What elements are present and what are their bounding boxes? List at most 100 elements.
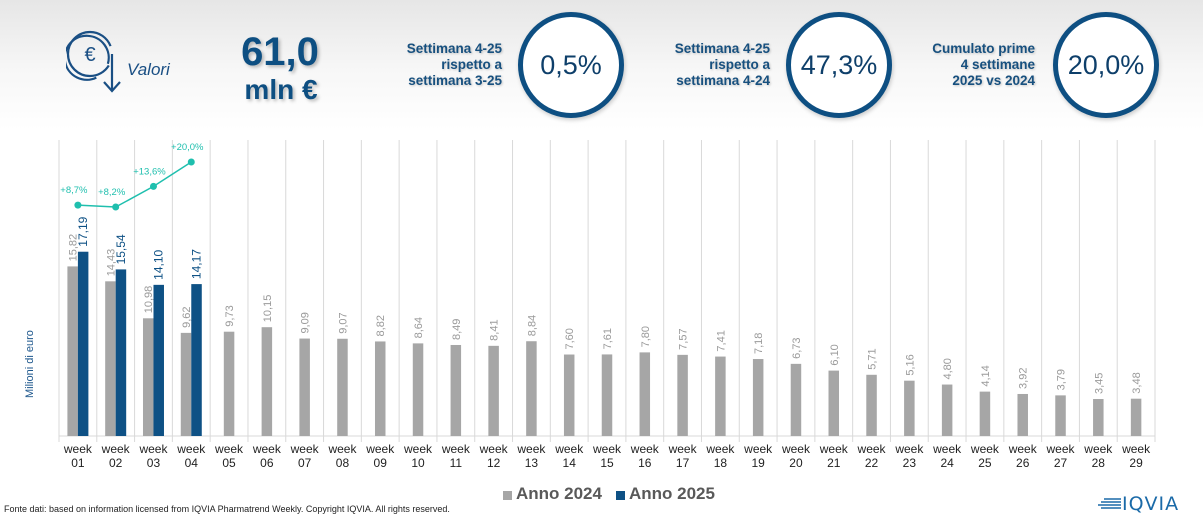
iqvia-logo: IQVIA xyxy=(1098,493,1179,515)
x-tick-label: week xyxy=(290,442,320,456)
legend-swatch-2025 xyxy=(615,491,625,500)
data-label-2024: 14,43 xyxy=(105,249,117,277)
x-tick-label: 13 xyxy=(525,456,539,470)
data-label-2024: 10,15 xyxy=(262,295,274,323)
x-tick-label: week xyxy=(819,442,849,456)
bar-2024 xyxy=(904,380,915,436)
bar-2024 xyxy=(1017,393,1028,436)
bar-2024 xyxy=(677,354,688,436)
data-label-2024: 9,73 xyxy=(224,305,236,326)
data-label-2024: 3,92 xyxy=(1018,368,1030,389)
x-tick-label: 15 xyxy=(600,456,614,470)
x-tick-label: 05 xyxy=(222,456,236,470)
bar-2024 xyxy=(299,338,310,436)
x-tick-label: 26 xyxy=(1016,456,1030,470)
bar-2024 xyxy=(941,384,953,436)
x-tick-label: 28 xyxy=(1092,456,1106,470)
bar-2025 xyxy=(191,284,202,436)
growth-point xyxy=(112,203,120,211)
data-label-2024: 8,82 xyxy=(375,315,387,336)
data-label-2024: 7,57 xyxy=(678,328,690,349)
x-tick-label: 09 xyxy=(374,456,388,470)
x-tick-label: week xyxy=(743,442,773,456)
x-tick-label: week xyxy=(63,442,93,456)
x-tick-label: week xyxy=(630,442,660,456)
x-tick-label: week xyxy=(781,442,811,456)
data-label-2024: 6,73 xyxy=(791,337,803,358)
data-label-2024: 3,45 xyxy=(1093,373,1105,394)
data-label-2025: 14,10 xyxy=(152,249,166,279)
bar-2024 xyxy=(790,363,802,436)
bar-2024 xyxy=(563,354,575,436)
x-tick-label: week xyxy=(516,442,546,456)
data-label-2025: 17,19 xyxy=(76,216,90,246)
data-label-2024: 7,60 xyxy=(564,328,576,349)
stat-value: 0,5% xyxy=(540,49,602,80)
bar-2024 xyxy=(374,341,386,436)
x-tick-label: 11 xyxy=(450,456,463,470)
data-label-2024: 8,49 xyxy=(451,319,463,340)
x-tick-label: 02 xyxy=(109,456,123,470)
x-tick-label: week xyxy=(592,442,622,456)
stat-label-line: settimana 4-24 xyxy=(676,73,770,88)
weekly-sales-chart: 15,8217,19week0114,4315,54week0210,9814,… xyxy=(58,140,1156,470)
growth-line xyxy=(77,161,192,208)
x-tick-label: week xyxy=(176,442,206,456)
x-tick-label: week xyxy=(101,442,131,456)
bar-2024 xyxy=(488,345,499,436)
source-footnote: Fonte dati: based on information license… xyxy=(4,504,450,514)
euro-down-arrow-icon: € xyxy=(63,30,128,96)
stat-label-weekly-change: Settimana 4-25 rispetto a settimana 3-25 xyxy=(390,41,502,89)
x-tick-label: 24 xyxy=(940,456,954,470)
svg-text:€: € xyxy=(84,44,95,66)
stat-label-line: Settimana 4-25 xyxy=(674,41,770,56)
data-label-2024: 10,98 xyxy=(143,286,155,314)
legend-item-2024: Anno 2024 xyxy=(503,484,602,504)
x-tick-label: week xyxy=(403,442,433,456)
x-tick-label: week xyxy=(441,442,471,456)
stat-circle-yoy-week: 47,3% xyxy=(786,12,892,118)
bar-2024 xyxy=(979,391,991,436)
x-tick-label: 23 xyxy=(903,456,917,470)
bar-2024 xyxy=(1130,398,1142,436)
bar-2024 xyxy=(752,359,764,436)
x-tick-label: 03 xyxy=(147,456,161,470)
x-tick-label: week xyxy=(1121,442,1151,456)
x-tick-label: 20 xyxy=(789,456,803,470)
growth-label: +20,0% xyxy=(171,142,204,153)
bar-2024 xyxy=(828,370,840,436)
x-tick-label: 08 xyxy=(336,456,350,470)
stat-label-yoy-week: Settimana 4-25 rispetto a settimana 4-24 xyxy=(658,41,770,89)
data-label-2024: 7,41 xyxy=(715,330,727,351)
legend-label-2024: Anno 2024 xyxy=(516,484,602,503)
x-tick-label: 17 xyxy=(676,456,690,470)
bar-2024 xyxy=(526,341,537,436)
stat-value: 20,0% xyxy=(1067,49,1145,80)
x-tick-label: week xyxy=(252,442,282,456)
bar-2024 xyxy=(180,332,192,436)
growth-label: +13,6% xyxy=(133,166,166,177)
x-tick-label: 14 xyxy=(563,456,577,470)
data-label-2024: 9,09 xyxy=(300,312,312,333)
data-label-2024: 5,16 xyxy=(904,354,916,375)
bar-2024 xyxy=(261,327,273,436)
x-tick-label: week xyxy=(705,442,735,456)
iqvia-logo-text: IQVIA xyxy=(1122,493,1180,515)
data-label-2024: 5,71 xyxy=(867,348,879,369)
x-tick-label: 06 xyxy=(260,456,274,470)
x-tick-label: 01 xyxy=(71,456,85,470)
bar-2024 xyxy=(105,281,116,436)
growth-point xyxy=(187,158,195,166)
x-tick-label: week xyxy=(668,442,698,456)
x-tick-label: week xyxy=(970,442,1000,456)
bar-2024 xyxy=(639,352,651,436)
x-tick-label: 19 xyxy=(751,456,765,470)
data-label-2024: 3,79 xyxy=(1056,369,1068,390)
kpi-unit: mln € xyxy=(244,74,318,105)
x-tick-label: 16 xyxy=(638,456,652,470)
x-tick-label: 07 xyxy=(298,456,312,470)
stat-value: 47,3% xyxy=(800,49,878,80)
growth-point xyxy=(149,182,157,190)
data-label-2024: 8,84 xyxy=(526,315,538,336)
x-tick-label: 10 xyxy=(411,456,425,470)
